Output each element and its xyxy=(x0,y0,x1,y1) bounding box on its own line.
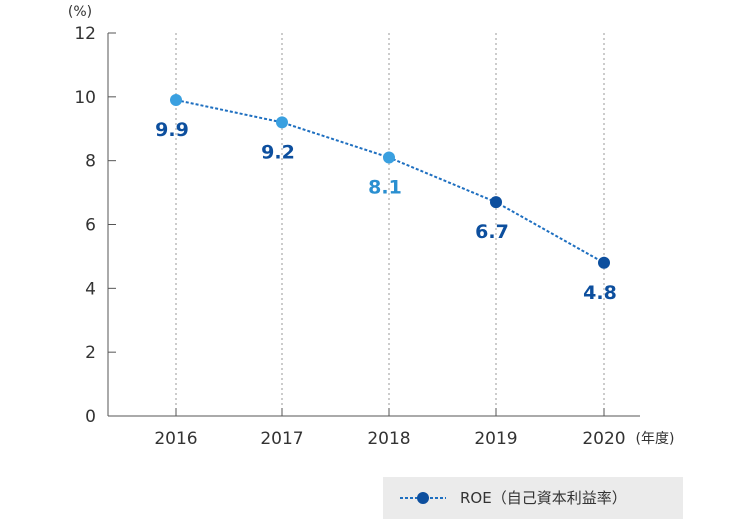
series-layer xyxy=(170,94,610,269)
data-label-2019: 6.7 xyxy=(475,221,509,243)
data-label-2016: 9.9 xyxy=(155,119,189,141)
y-tick-label-10: 10 xyxy=(74,88,96,108)
roe-point-2017 xyxy=(276,116,288,129)
y-tick-label-6: 6 xyxy=(85,216,96,236)
legend-point-marker xyxy=(417,492,429,504)
y-tick-label-12: 12 xyxy=(74,24,96,44)
roe-point-2016 xyxy=(170,94,182,107)
axis-layer xyxy=(107,33,640,417)
x-tick-label-2017: 2017 xyxy=(260,429,303,449)
x-tick-label-2016: 2016 xyxy=(154,429,197,449)
legend: ROE（自己資本利益率） xyxy=(383,477,683,519)
y-tick-label-4: 4 xyxy=(85,279,96,299)
roe-point-2019 xyxy=(490,196,502,209)
x-tick-label-2018: 2018 xyxy=(367,429,410,449)
x-tick-label-2020: 2020 xyxy=(582,429,625,449)
y-tick-label-0: 0 xyxy=(85,407,96,427)
y-tick-label-2: 2 xyxy=(85,343,96,363)
data-label-2018: 8.1 xyxy=(368,176,402,198)
x-axis-unit: (年度) xyxy=(636,431,675,447)
x-tick-labels: 2016 2017 2018 2019 2020 xyxy=(154,408,626,449)
data-label-2017: 9.2 xyxy=(261,141,295,163)
y-tick-label-8: 8 xyxy=(85,152,96,172)
x-tick-label-2019: 2019 xyxy=(474,429,517,449)
data-labels: 9.9 9.2 8.1 6.7 4.8 xyxy=(155,119,617,304)
roe-point-2018 xyxy=(383,151,395,164)
grid-layer xyxy=(175,33,605,416)
legend-series-label: ROE（自己資本利益率） xyxy=(460,489,627,507)
roe-point-2020 xyxy=(598,256,610,269)
y-axis-unit: (%) xyxy=(68,4,92,20)
data-label-2020: 4.8 xyxy=(583,282,617,304)
y-tick-labels: 0 2 4 6 8 10 12 xyxy=(74,24,116,427)
